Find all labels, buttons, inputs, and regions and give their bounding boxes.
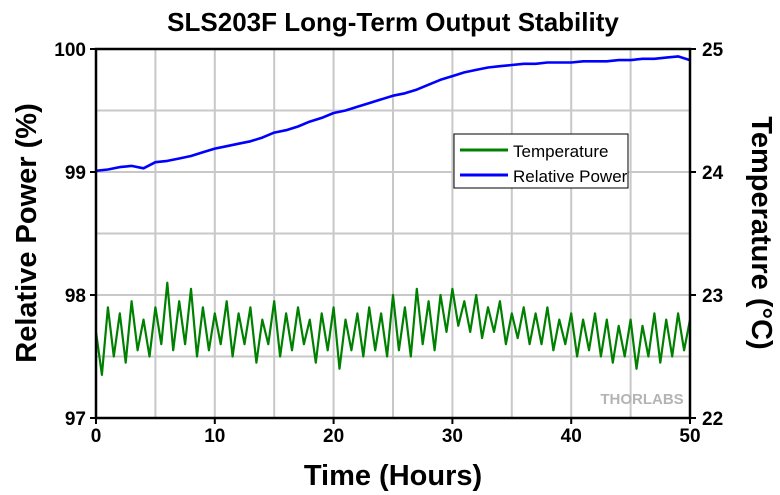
legend-box [453,133,629,189]
y-tick-label: 97 [65,409,86,430]
chart-title: SLS203F Long-Term Output Stability [167,7,619,37]
series-line-temperature [94,281,692,376]
x-tick-label: 40 [561,426,582,447]
grid [96,49,690,418]
y-axis-label: Relative Power (%) [11,103,43,362]
legend-label-temperature: Temperature [513,142,608,161]
y-tick-label: 100 [54,40,86,61]
series-group [94,55,692,376]
legend: Temperature Relative Power [453,133,629,189]
x-tick-label: 0 [91,426,102,447]
ticks: 0 10 20 30 40 50 97 98 99 100 22 23 24 25 [54,40,723,447]
plot-frame [94,47,692,420]
y2-tick-label: 22 [702,409,723,430]
y2-tick-label: 24 [702,163,724,184]
x-axis-label: Time (Hours) [304,460,482,492]
legend-label-power: Relative Power [513,167,628,186]
series-line-relative-power [95,55,691,173]
y-tick-label: 99 [65,163,86,184]
x-tick-label: 20 [323,426,344,447]
x-tick-label: 30 [442,426,463,447]
x-tick-label: 10 [204,426,225,447]
x-tick-label: 50 [679,426,700,447]
watermark-logo: THORLABS [600,391,683,408]
y2-tick-label: 25 [702,40,724,61]
y-tick-label: 98 [65,286,86,307]
y2-tick-label: 23 [702,286,723,307]
y2-axis-label: Temperature (°C) [745,116,777,349]
